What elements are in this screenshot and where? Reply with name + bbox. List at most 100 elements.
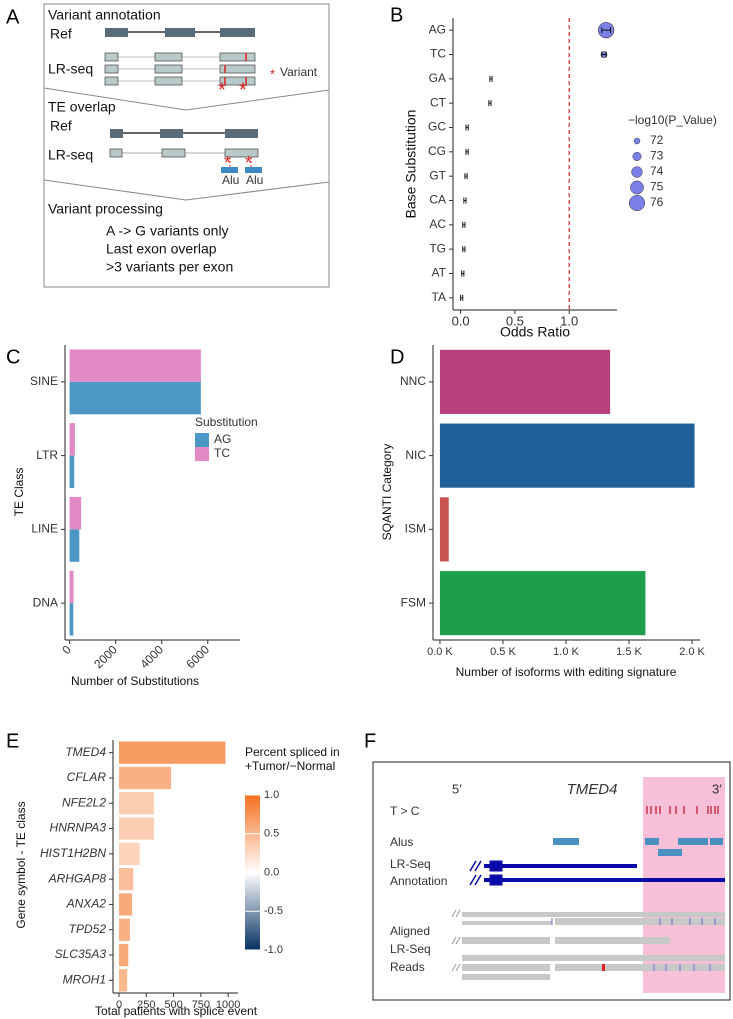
legend-dot <box>631 166 643 178</box>
y-axis-title: SQANTI Category <box>380 444 394 541</box>
x-tick-label: 500 <box>164 999 182 1011</box>
bar <box>69 603 74 636</box>
bar <box>119 817 154 840</box>
y-tick-label: SINE <box>30 374 58 388</box>
y-tick-label: DNA <box>33 595 58 609</box>
legend-dot <box>633 137 641 145</box>
legend-label: AG <box>214 432 231 446</box>
legend-label: 74 <box>650 164 664 178</box>
track-label: LR-seq <box>48 147 93 163</box>
y-tick-label: CA <box>429 193 446 207</box>
error-bar <box>463 197 467 204</box>
legend-title: Percent spliced in <box>245 745 340 759</box>
criterion: >3 variants per exon <box>106 259 233 275</box>
x-tick-label: 2000 <box>91 642 120 671</box>
error-bar <box>488 100 492 107</box>
x-axis-title: Number of Substitutions <box>71 674 199 688</box>
colorbar-label: 0.5 <box>264 828 279 840</box>
y-tick-label: FSM <box>401 595 426 609</box>
x-tick-label: 0.5 <box>506 313 524 328</box>
bar <box>439 423 695 488</box>
error-bar <box>460 294 464 301</box>
y-tick-label: GT <box>429 168 446 182</box>
x-tick-label: 750 <box>192 999 210 1011</box>
bar <box>439 571 646 636</box>
y-tick-label: MROH1 <box>63 973 106 987</box>
y-tick-label: AC <box>429 217 446 231</box>
legend-title: +Tumor/−Normal <box>245 759 335 773</box>
x-tick-label: 0 <box>116 999 122 1011</box>
bar <box>439 349 611 414</box>
separator <box>43 87 330 111</box>
svg-text:*: * <box>218 79 226 101</box>
x-tick-label: 1.0 K <box>553 646 579 658</box>
bar <box>69 570 74 604</box>
three-prime: 3′ <box>712 781 722 796</box>
error-bar <box>462 246 466 253</box>
gene-name: TMED4 <box>567 781 618 798</box>
x-axis-title: Number of isoforms with editing signatur… <box>456 665 677 679</box>
error-bar <box>601 27 611 34</box>
x-tick-label: 0.0 <box>452 313 470 328</box>
panel-label: F <box>364 730 376 752</box>
colorbar-label: -1.0 <box>264 944 283 956</box>
section-title: Variant annotation <box>48 7 161 23</box>
y-tick-label: NFE2L2 <box>62 795 106 809</box>
y-tick-label: GC <box>428 120 446 134</box>
bar <box>69 349 201 382</box>
y-tick-label: HIST1H2BN <box>40 846 106 860</box>
x-tick-label: 0.0 K <box>427 646 453 658</box>
y-tick-label: ISM <box>405 522 426 536</box>
track-label: T > C <box>390 804 420 818</box>
legend-title: Substitution <box>195 415 258 429</box>
track-label: Reads <box>390 960 425 974</box>
legend-title: −log10(P_Value) <box>628 113 717 127</box>
x-tick-label: 1000 <box>216 999 240 1011</box>
svg-text:*: * <box>224 153 231 173</box>
diagram-a: Variant annotation Ref LR-seq * * * Varia… <box>43 3 330 288</box>
legend-swatch <box>195 447 209 461</box>
y-tick-label: ANXA2 <box>66 897 107 911</box>
error-bar <box>489 75 493 82</box>
legend-label: 72 <box>650 133 664 147</box>
colorbar-label: 1.0 <box>264 789 279 801</box>
legend-label: 75 <box>650 180 664 194</box>
legend-label: Variant <box>280 65 318 79</box>
legend-dot <box>628 194 646 212</box>
y-tick-label: NIC <box>405 448 426 462</box>
error-bar <box>462 221 466 228</box>
y-tick-label: LTR <box>36 448 58 462</box>
y-tick-label: TPD52 <box>69 922 107 936</box>
track-label: LR-Seq <box>390 942 431 956</box>
x-tick-label: 2.0 K <box>679 646 705 658</box>
bar <box>119 868 134 891</box>
y-tick-label: NNC <box>400 374 426 388</box>
x-tick-label: 0 <box>59 642 74 657</box>
bar <box>69 496 82 530</box>
panel-label: A <box>6 6 20 28</box>
legend-dot <box>632 152 642 161</box>
error-bar <box>465 148 469 155</box>
svg-text:*: * <box>270 66 275 81</box>
section-title: TE overlap <box>48 99 116 115</box>
y-tick-label: AG <box>429 22 446 36</box>
x-tick-label: 1.0 <box>560 313 578 328</box>
error-bar <box>465 124 469 131</box>
panel-label: D <box>390 346 404 368</box>
bar <box>69 529 80 562</box>
x-tick-label: 0.5 K <box>490 646 516 658</box>
error-bar <box>464 173 468 180</box>
colorbar-label: -0.5 <box>264 905 283 917</box>
bar <box>119 918 130 941</box>
track-label: Alus <box>390 835 413 849</box>
element-label: Alu <box>222 173 239 187</box>
y-axis-title: TE Class <box>12 468 26 517</box>
criterion: Last exon overlap <box>106 241 217 257</box>
bar <box>69 455 75 489</box>
y-tick-label: GA <box>429 71 446 85</box>
separator <box>43 179 330 201</box>
error-bar <box>601 51 607 58</box>
bar <box>119 893 133 916</box>
track-label: LR-Seq <box>390 857 431 871</box>
bar <box>69 381 201 415</box>
